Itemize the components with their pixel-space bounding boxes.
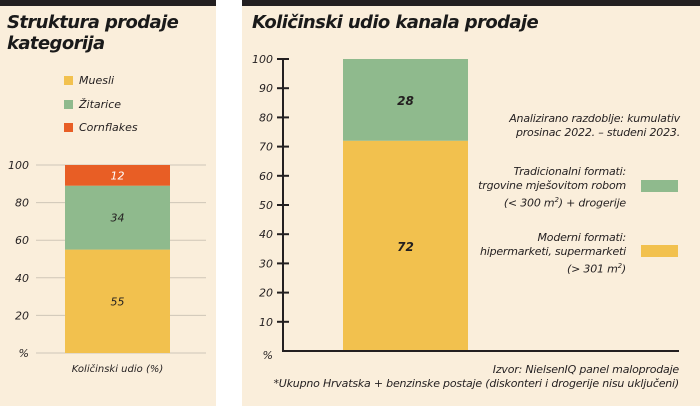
bar-segment-cornflakes [65,165,170,186]
legend-mod-line-1: Moderni formati: [537,231,627,244]
legend-swatch-modern [641,245,678,257]
legend-item-cornflakes: Cornflakes [64,121,138,134]
right-chart-title: Količinski udio kanala prodaje [252,12,539,33]
bar-segment-muesli [65,249,170,353]
y-tick-label: 50 [259,199,273,212]
y-tick-label: 80 [259,111,273,124]
legend-swatch-muesli [64,76,73,85]
analysis-period-note: Analizirano razdoblje: kumulativ prosina… [509,112,680,140]
y-tick-label: 60 [15,234,29,247]
left-chart-svg: % 20 40 60 80 100 55 34 12 Količinski udio (%) [8,159,206,375]
data-label: 72 [397,240,414,254]
legend-label: Muesli [79,74,115,87]
panel-top-bar [242,0,700,6]
footnote-text: *Ukupno Hrvatska + benzinske postaje (di… [273,377,679,390]
y-tick-label: 80 [15,197,29,210]
y-tick-label: 60 [259,170,273,183]
legend-traditional: Tradicionalni formati: trgovine mješovit… [478,165,626,211]
bar-segment-traditional [343,59,468,141]
y-tick-label: % [263,349,273,362]
y-tick-label: 100 [252,53,273,66]
source-text: Izvor: NielsenIQ panel maloprodaje [492,363,679,376]
legend-label: Cornflakes [79,121,138,134]
text: ) [621,262,626,276]
legend-trad-line-2: trgovine mješovitom robom [478,179,626,192]
text: (< 300 m [503,196,555,210]
legend-modern: Moderni formati: hipermarketi, supermark… [480,231,626,277]
data-label: 34 [111,212,125,225]
y-tick-label: 40 [259,228,273,241]
bar-segment-modern [343,140,468,351]
period-line-1: Analizirano razdoblje: kumulativ [509,112,680,125]
text: ) + drogerije [558,196,626,210]
source-note: Izvor: NielsenIQ panel maloprodaje *Ukup… [273,363,679,391]
legend-label: Žitarice [79,98,122,111]
superscript: 2 [617,262,622,270]
data-label: 12 [111,169,125,182]
legend-swatch-traditional [641,180,678,192]
legend-mod-line-2: hipermarketi, supermarketi [479,245,626,258]
legend-swatch-zitarice [64,100,73,109]
panel-top-bar [0,0,216,6]
y-tick-label: 30 [259,257,273,270]
left-chart-panel: Struktura prodaje kategorija Muesli Žita… [0,0,216,406]
y-tick-label: % [19,347,29,360]
y-tick-label: 10 [259,316,273,329]
text: (> 301 m [567,262,618,276]
y-tick-label: 20 [15,309,29,322]
legend-swatch-cornflakes [64,123,73,132]
y-tick-label: 100 [8,159,29,172]
y-tick-label: 90 [259,82,273,95]
left-chart-title: Struktura prodaje kategorija [7,12,179,54]
data-label: 55 [111,295,125,308]
bar-segment-žitarice [65,185,170,250]
y-tick-label: 70 [259,141,273,154]
legend-item-zitarice: Žitarice [64,98,121,111]
y-tick-label: 40 [15,272,29,285]
superscript: 2 [554,196,559,204]
period-line-2: prosinac 2022. – studeni 2023. [515,126,680,139]
y-tick-label: 20 [259,287,273,300]
legend-trad-line-3: (< 300 m2) + drogerije [478,193,626,211]
data-label: 28 [397,94,414,108]
right-chart-panel: Količinski udio kanala prodaje 72 28% 10 20… [242,0,700,406]
legend-mod-line-3: (> 301 m2) [480,259,626,277]
legend-item-muesli: Muesli [64,74,114,87]
legend-trad-line-1: Tradicionalni formati: [513,165,626,178]
x-axis-label: Količinski udio (%) [72,363,164,375]
right-chart-svg: 72 28% 10 20 30 40 50 60 70 80 90 100 [252,53,679,362]
